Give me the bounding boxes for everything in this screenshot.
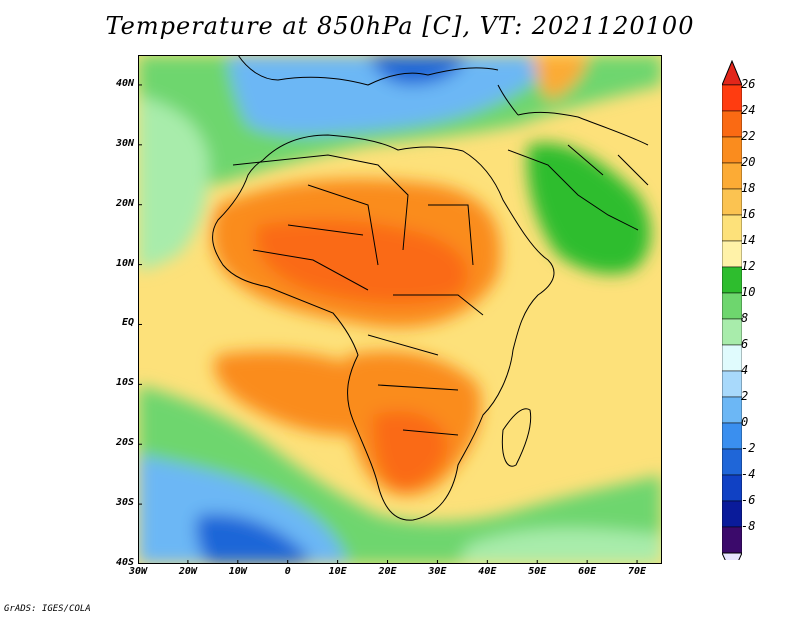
field-kalahari-hot <box>373 411 448 490</box>
colorbar-box <box>722 136 742 164</box>
colorbar-label: -8 <box>741 519 756 533</box>
lon-label: 50E <box>528 566 547 577</box>
colorbar-box <box>722 84 742 112</box>
colorbar-label: 20 <box>741 155 756 169</box>
colorbar-box <box>722 370 742 398</box>
lon-label: 10E <box>328 566 347 577</box>
colorbar-box <box>722 500 742 528</box>
colorbar-label: 26 <box>741 77 756 91</box>
colorbar-box <box>722 344 742 372</box>
field-sahel-hot <box>255 219 468 305</box>
colorbar-box <box>722 110 742 138</box>
field-southern-blue <box>138 455 348 564</box>
colorbar-label: 6 <box>741 337 749 351</box>
lon-label: 10W <box>228 566 247 577</box>
lat-label: 30N <box>115 137 134 149</box>
field-north-darkblue <box>368 55 468 85</box>
temperature-field <box>138 55 662 564</box>
lat-label: 10S <box>115 377 134 389</box>
colorbar-label: 4 <box>741 363 749 377</box>
colorbar-label: 0 <box>741 415 749 429</box>
colorbar-label: 22 <box>741 129 756 143</box>
axis-ticks <box>138 84 638 564</box>
lat-label: EQ <box>121 317 134 329</box>
lon-label: 70E <box>628 566 647 577</box>
lon-label: 20E <box>378 566 397 577</box>
field-atlantic-light <box>138 95 209 270</box>
map-title: Temperature at 850hPa [C], VT: 202112010… <box>105 12 695 40</box>
temperature-map <box>138 55 662 564</box>
colorbar-box <box>722 396 742 424</box>
field-southern-lightgreen <box>458 528 662 564</box>
field-southern-darkblue <box>196 514 308 564</box>
colorbar-label: 2 <box>741 389 749 403</box>
colorbar-box <box>722 448 742 476</box>
colorbar-label: 24 <box>741 103 756 117</box>
colorbar-box <box>722 526 742 554</box>
lon-label: 30W <box>128 566 148 577</box>
colorbar-box <box>722 214 742 242</box>
colorbar-label: 16 <box>741 207 756 221</box>
madagascar-outline <box>501 408 532 467</box>
colorbar-box <box>722 318 742 346</box>
lat-label: 40S <box>115 557 134 568</box>
colorbar-box <box>722 422 742 450</box>
lon-label: 40E <box>478 566 497 577</box>
lon-label: 0 <box>284 566 291 577</box>
colorbar-box <box>722 188 742 216</box>
lat-label: 30S <box>115 497 134 509</box>
europe-coast <box>237 55 499 86</box>
colorbar-label: -2 <box>741 441 756 455</box>
lat-label: 40N <box>115 77 134 89</box>
colorbar-label: 18 <box>741 181 756 195</box>
colorbar-over-arrow <box>722 60 742 86</box>
lon-label: 30E <box>428 566 447 577</box>
field-north-blue <box>228 55 558 135</box>
coastlines <box>212 55 649 521</box>
colorbar-label: -6 <box>741 493 756 507</box>
lon-label: 60E <box>578 566 597 577</box>
lon-label: 20W <box>178 566 197 577</box>
lat-label: 20N <box>115 197 134 209</box>
colorbar-label: -4 <box>741 467 756 481</box>
lat-label: 20S <box>115 437 134 449</box>
map-canvas <box>138 55 662 564</box>
colorbar-under-arrow <box>722 552 742 560</box>
colorbar-label: 10 <box>741 285 756 299</box>
colorbar-box <box>722 240 742 268</box>
colorbar-boxes <box>722 60 742 560</box>
colorbar-box <box>722 292 742 320</box>
grads-credit: GrADS: IGES/COLA <box>4 604 91 614</box>
lat-label: 10N <box>115 257 134 269</box>
colorbar-label: 14 <box>741 233 756 247</box>
colorbar-label: 8 <box>741 311 749 325</box>
country-borders <box>232 154 484 436</box>
africa-outline <box>212 134 555 521</box>
colorbar-box <box>722 474 742 502</box>
colorbar <box>722 60 742 560</box>
colorbar-label: 12 <box>741 259 756 273</box>
middle-east-borders <box>507 144 649 231</box>
field-turkey-warm <box>533 55 588 100</box>
map-frame <box>138 55 662 564</box>
colorbar-box <box>722 266 742 294</box>
levant-outline <box>497 84 649 146</box>
field-arabia-green <box>527 143 651 275</box>
colorbar-box <box>722 162 742 190</box>
